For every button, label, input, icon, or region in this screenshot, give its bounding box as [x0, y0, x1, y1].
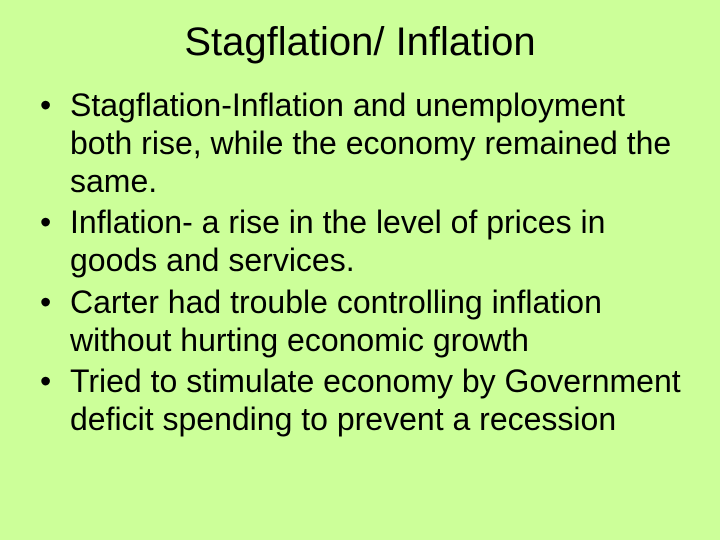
list-item: Carter had trouble controlling inflation… [34, 284, 690, 360]
bullet-list: Stagflation-Inflation and unemployment b… [30, 87, 690, 439]
list-item: Stagflation-Inflation and unemployment b… [34, 87, 690, 200]
list-item: Tried to stimulate economy by Government… [34, 363, 690, 439]
slide-title: Stagflation/ Inflation [30, 20, 690, 65]
list-item: Inflation- a rise in the level of prices… [34, 204, 690, 280]
